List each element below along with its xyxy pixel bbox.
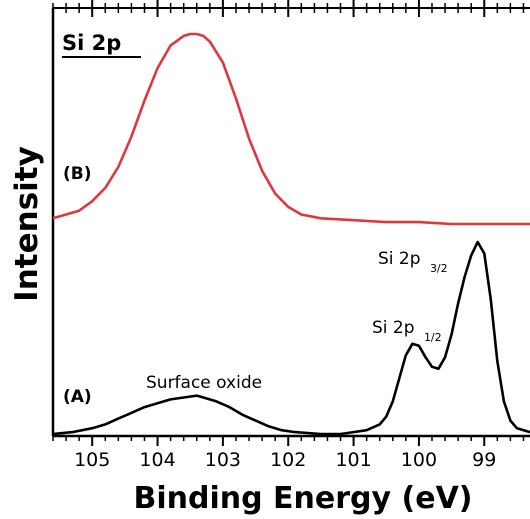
series-a-line (52, 240, 530, 436)
series-b-line (52, 32, 530, 226)
annotation-si2p-half-main: Si 2p (372, 318, 415, 338)
x-tick-label: 100 (401, 449, 437, 471)
x-tick-label: 105 (74, 449, 110, 471)
x-tick-label: 102 (270, 449, 306, 471)
panel-label-a: (A) (63, 387, 92, 407)
annotation-si2p-half-sub: 1/2 (424, 331, 442, 344)
annotation-si2p-threehalf: Si 2p 3/2 (378, 249, 448, 275)
annotation-surface-oxide: Surface oxide (146, 373, 262, 393)
chart-title: Si 2p (62, 31, 121, 55)
x-tick-label: 104 (139, 449, 175, 471)
y-axis-title: Intensity (9, 146, 45, 302)
annotation-si2p-threehalf-sub: 3/2 (430, 262, 448, 275)
annotation-si2p-threehalf-main: Si 2p (378, 249, 421, 269)
x-tick-label: 99 (472, 449, 496, 471)
annotation-si2p-half: Si 2p 1/2 (372, 318, 442, 344)
panel-label-b: (B) (63, 164, 92, 184)
x-tick-label: 103 (205, 449, 241, 471)
x-axis-title: Binding Energy (eV) (134, 481, 473, 516)
x-tick-labels: 105 104 103 102 101 100 99 (74, 449, 496, 471)
x-tick-label: 101 (335, 449, 371, 471)
x-ticks (52, 0, 525, 446)
